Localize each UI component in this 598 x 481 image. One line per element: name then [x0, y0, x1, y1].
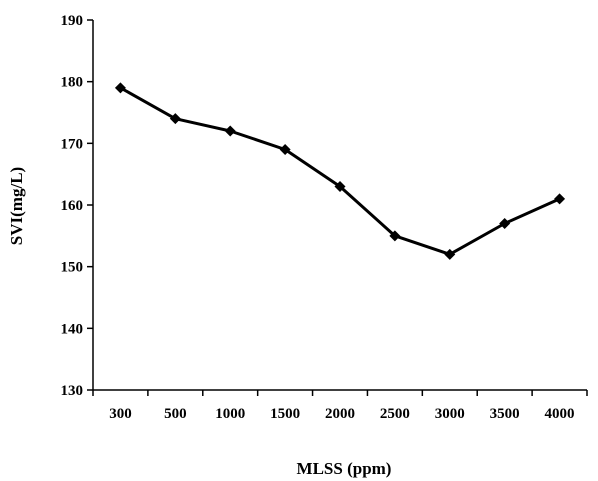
data-point-marker	[554, 193, 566, 205]
x-tick-label: 3000	[435, 406, 465, 422]
x-tick-label: 300	[109, 406, 132, 422]
y-tick-label: 130	[61, 383, 84, 399]
x-axis-ticks: 300 500 1000 1500 2000 2500 3000 3500 4000	[92, 390, 588, 422]
data-point-marker	[444, 248, 456, 260]
x-tick-label: 1500	[270, 406, 300, 422]
y-tick-label: 170	[61, 136, 84, 152]
y-tick-label: 150	[61, 260, 84, 276]
y-tick-label: 160	[61, 198, 84, 214]
y-tick-label: 180	[61, 75, 84, 91]
data-point-marker	[334, 181, 346, 192]
y-tick-label: 190	[61, 13, 84, 29]
x-tick-label: 4000	[545, 406, 575, 422]
data-point-marker	[279, 144, 291, 155]
y-tick-label: 140	[61, 321, 84, 337]
x-tick-label: 500	[164, 406, 187, 422]
data-point-marker	[389, 230, 401, 242]
x-tick-label: 2500	[380, 406, 410, 422]
x-tick-label: 1000	[215, 406, 245, 422]
data-point-marker	[224, 125, 236, 137]
series-layer	[114, 82, 566, 260]
x-tick-label: 2000	[325, 406, 355, 422]
data-point-marker	[499, 218, 511, 229]
y-axis-title: SVI(mg/L)	[7, 167, 26, 245]
data-point-marker	[114, 82, 126, 94]
x-axis-title: MLSS (ppm)	[297, 459, 392, 478]
series-line	[119, 86, 561, 256]
y-axis-ticks: 130 140 150 160 170 180 190	[61, 13, 93, 399]
x-tick-label: 3500	[490, 406, 520, 422]
data-point-marker	[169, 113, 181, 125]
